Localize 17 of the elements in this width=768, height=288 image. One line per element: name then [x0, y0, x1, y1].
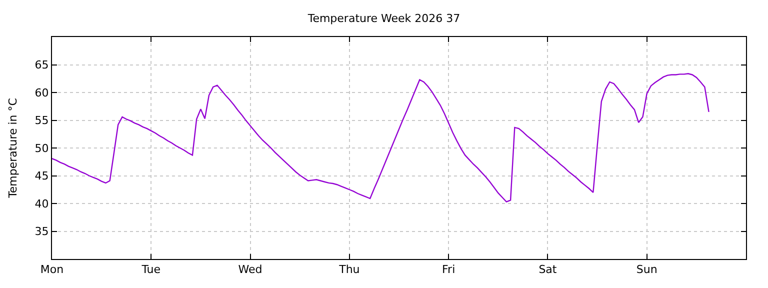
y-tick-label: 50 — [34, 142, 49, 155]
y-tick-label: 45 — [34, 170, 49, 183]
x-tick-label: Thu — [338, 263, 360, 276]
x-tick-label: Mon — [40, 263, 64, 276]
y-tick-label: 60 — [34, 86, 49, 100]
x-tick-label: Fri — [442, 263, 456, 276]
line-series — [52, 73, 710, 202]
chart-title: Temperature Week 2026 37 — [306, 12, 460, 26]
x-tick-label: Wed — [238, 263, 262, 276]
y-tick-label: 55 — [34, 114, 49, 128]
y-tick-label: 40 — [34, 197, 49, 210]
x-tick-label: Sat — [538, 263, 558, 276]
y-tick-label: 35 — [34, 225, 49, 238]
x-tick-label: Tue — [140, 263, 161, 276]
y-tick-label: 65 — [34, 58, 49, 72]
y-axis-title: Temperature in °C — [6, 98, 20, 199]
x-tick-label: Sun — [636, 263, 658, 276]
